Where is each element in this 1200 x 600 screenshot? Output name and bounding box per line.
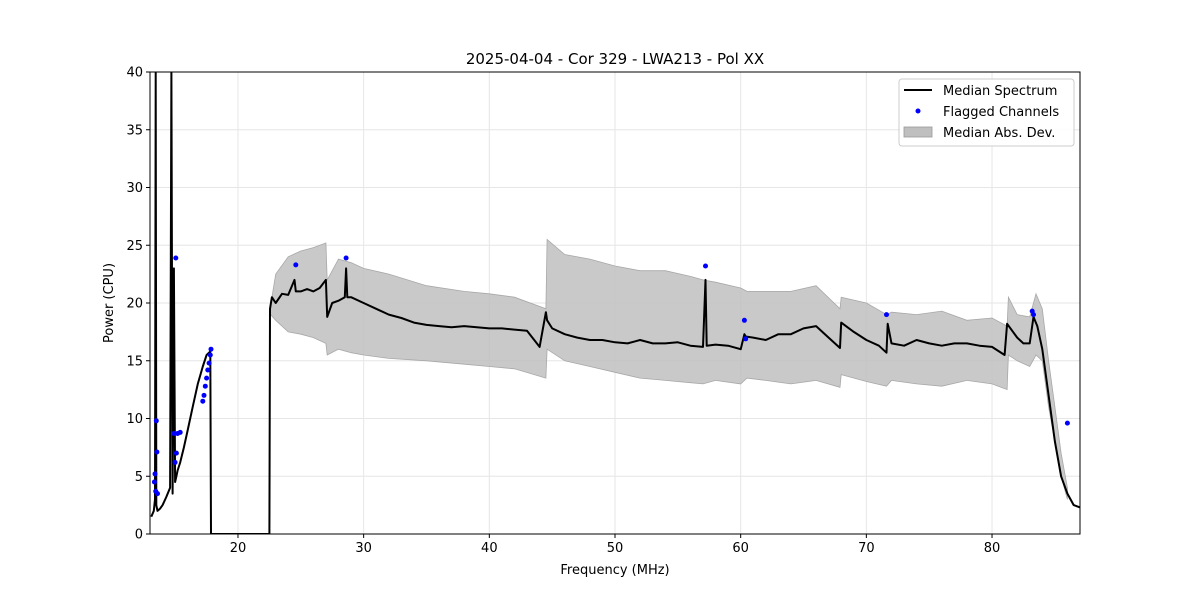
flagged-point xyxy=(207,352,213,358)
legend-box xyxy=(898,78,1075,147)
x-tick-label: 70 xyxy=(858,541,875,556)
flagged-point xyxy=(205,367,211,373)
y-tick-label: 20 xyxy=(126,297,143,312)
mad-layer xyxy=(270,238,1068,500)
x-ticks: 20 30 40 50 60 70 80 xyxy=(230,534,1001,556)
flagged-point xyxy=(152,471,158,477)
y-tick-label: 35 xyxy=(126,123,143,138)
flagged-point xyxy=(201,392,207,398)
y-tick-label: 5 xyxy=(135,470,143,485)
y-ticks: 0 5 10 15 20 25 30 35 40 xyxy=(126,66,150,543)
x-axis-label: Frequency (MHz) xyxy=(560,563,669,578)
flagged-point xyxy=(343,255,349,261)
legend-flagged-label: Flagged Channels xyxy=(943,105,1059,120)
x-tick-label: 20 xyxy=(230,541,247,556)
x-tick-label: 60 xyxy=(732,541,749,556)
y-tick-label: 15 xyxy=(126,354,143,369)
legend-mad-swatch xyxy=(903,126,933,138)
mad-band xyxy=(270,238,1068,500)
flagged-point xyxy=(741,317,747,323)
chart-title: 2025-04-04 - Cor 329 - LWA213 - Pol XX xyxy=(466,50,764,68)
flagged-point xyxy=(173,450,179,456)
flagged-point xyxy=(202,383,208,389)
median-layer xyxy=(150,72,1080,534)
flagged-point xyxy=(703,263,708,269)
legend-median-label: Median Spectrum xyxy=(943,84,1057,99)
y-tick-label: 25 xyxy=(126,239,143,254)
flagged-point xyxy=(154,449,160,455)
flagged-point xyxy=(173,255,179,261)
y-tick-label: 30 xyxy=(126,181,143,196)
flagged-point xyxy=(743,336,749,342)
y-tick-label: 10 xyxy=(126,412,143,427)
y-axis-label: Power (CPU) xyxy=(102,263,117,343)
flagged-point xyxy=(206,360,212,366)
x-tick-label: 50 xyxy=(607,541,624,556)
x-tick-label: 40 xyxy=(481,541,498,556)
flagged-point xyxy=(208,346,214,352)
flagged-point xyxy=(884,312,889,318)
x-tick-label: 80 xyxy=(984,541,1001,556)
legend-flagged-marker xyxy=(915,108,921,114)
y-tick-label: 0 xyxy=(135,528,143,543)
flagged-layer xyxy=(151,255,1070,497)
flagged-point xyxy=(200,398,206,404)
median-spectrum-line xyxy=(150,72,1080,534)
flagged-point xyxy=(172,459,178,465)
flagged-point xyxy=(153,418,159,424)
legend-mad-label: Median Abs. Dev. xyxy=(943,126,1055,141)
legend: Median Spectrum Flagged Channels Median … xyxy=(898,78,1075,147)
flagged-point xyxy=(293,262,299,268)
flagged-point xyxy=(171,431,177,436)
flagged-point xyxy=(1031,312,1036,318)
flagged-point xyxy=(155,491,160,497)
flagged-point xyxy=(177,429,183,435)
y-tick-label: 40 xyxy=(126,66,143,81)
flagged-point xyxy=(151,479,157,485)
flagged-point xyxy=(1064,420,1070,426)
x-tick-label: 30 xyxy=(355,541,372,556)
flagged-point xyxy=(204,375,210,381)
